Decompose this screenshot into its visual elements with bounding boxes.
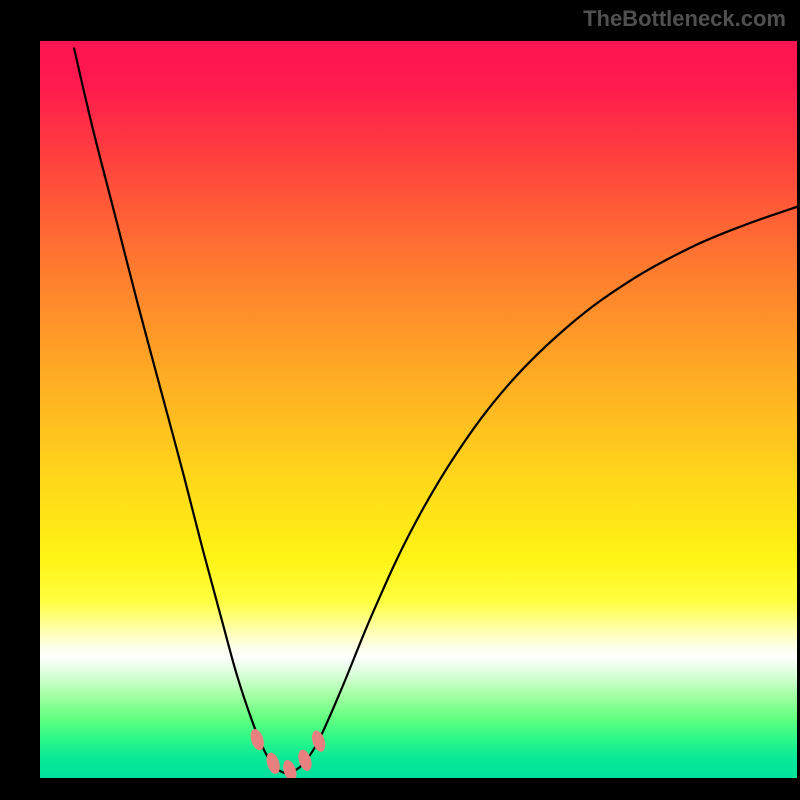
plot-area <box>40 41 797 778</box>
chart-container: TheBottleneck.com <box>0 0 800 800</box>
gradient-background <box>40 41 797 778</box>
attribution-watermark: TheBottleneck.com <box>583 6 786 32</box>
bottleneck-curve-chart <box>40 41 797 778</box>
attribution-text: TheBottleneck.com <box>583 6 786 31</box>
